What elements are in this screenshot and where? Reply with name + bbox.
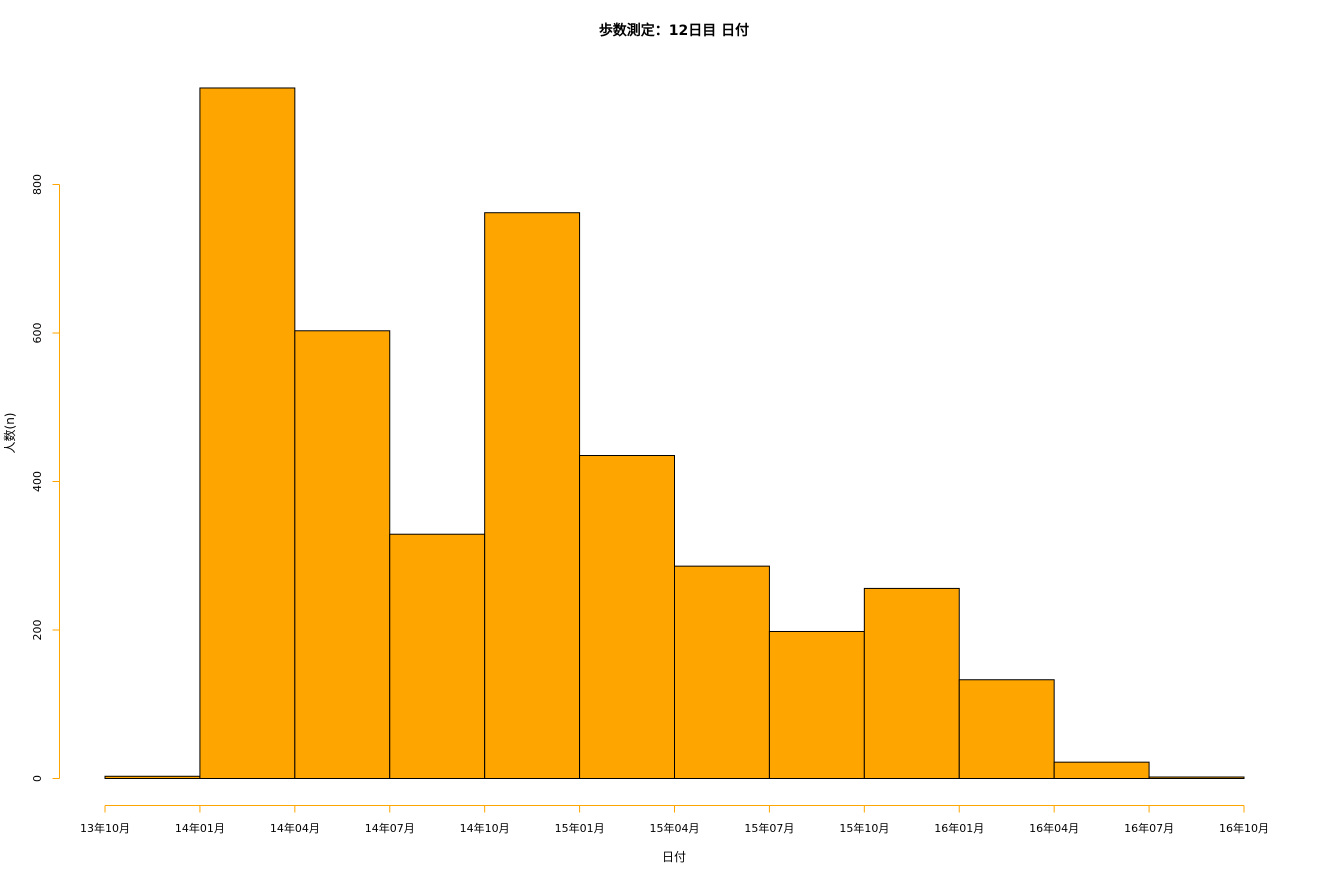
- y-tick-label: 400: [31, 471, 44, 492]
- y-tick-label: 200: [31, 620, 44, 641]
- x-tick-label: 14年10月: [460, 821, 510, 835]
- x-axis-label: 日付: [662, 850, 686, 864]
- bars-layer: [104, 87, 1245, 780]
- histogram-bar: [768, 630, 865, 779]
- histogram-bar: [579, 455, 675, 779]
- histogram-bar: [1053, 761, 1150, 779]
- x-tick-label: 13年10月: [80, 821, 130, 835]
- histogram-bar: [389, 533, 486, 780]
- chart-title: 歩数測定：12日目 日付: [599, 22, 749, 39]
- x-tick-label: 14年07月: [365, 821, 415, 835]
- x-tick-label: 16年04月: [1029, 821, 1079, 835]
- histogram-bar: [1148, 776, 1245, 780]
- x-tick-label: 15年04月: [650, 821, 700, 835]
- y-axis: 0 200 400 600 800: [31, 174, 60, 782]
- x-tick-label: 16年10月: [1219, 821, 1269, 835]
- x-tick-label: 14年01月: [175, 821, 225, 835]
- histogram-bar: [294, 330, 391, 779]
- y-tick-label: 800: [31, 174, 44, 195]
- histogram-bar: [484, 212, 581, 779]
- y-tick-label: 0: [31, 775, 44, 782]
- x-tick-label: 15年10月: [839, 821, 889, 835]
- x-tick-label: 14年04月: [270, 821, 320, 835]
- x-axis: 13年10月 14年01月 14年04月 14年07月 14年10月 15年01月 15年0…: [80, 805, 1269, 835]
- x-tick-label: 16年07月: [1124, 821, 1174, 835]
- histogram-bar: [104, 775, 201, 780]
- y-tick-label: 600: [31, 323, 44, 344]
- x-tick-label: 16年01月: [934, 821, 984, 835]
- y-axis-label: 人数(n): [2, 413, 17, 454]
- histogram-bar: [199, 87, 296, 780]
- x-tick-label: 15年01月: [555, 821, 605, 835]
- histogram-bar: [674, 565, 770, 780]
- x-tick-label: 15年07月: [744, 821, 794, 835]
- histogram-bar: [863, 587, 960, 779]
- histogram-bar: [958, 679, 1055, 779]
